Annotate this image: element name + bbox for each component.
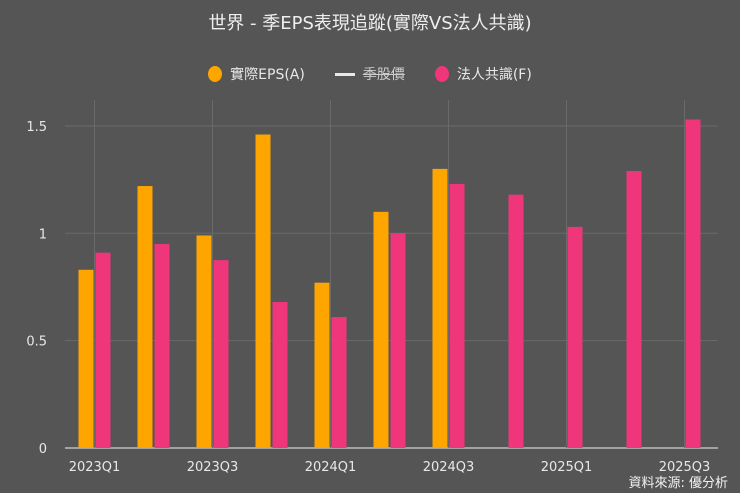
consensus-bar-2025Q2 [626,171,642,449]
consensus-bar-2023Q4 [272,302,288,448]
legend-item-actual-eps[interactable]: 實際EPS(A) [208,64,305,84]
consensus-bar-2024Q4 [508,194,524,448]
actual-eps-bar-2024Q2 [373,211,389,448]
x-tick-label: 2024Q3 [423,460,475,475]
consensus-bar-2024Q2 [390,233,406,448]
actual-eps-bar-2023Q1 [78,269,94,448]
consensus-bar-2025Q1 [567,226,583,448]
x-tick-label: 2025Q3 [659,460,711,475]
consensus-bar-2024Q3 [449,183,465,448]
consensus-bar-2025Q3 [685,119,701,448]
x-tick-label: 2023Q3 [187,460,239,475]
chart-title: 世界 - 季EPS表現追蹤(實際VS法人共識) [208,13,532,34]
y-tick-label: 0 [39,442,47,457]
x-tick-label: 2023Q1 [69,460,121,475]
y-tick-label: 0.5 [26,335,47,350]
legend-label-consensus: 法人共識(F) [456,67,532,83]
x-tick-label: 2024Q1 [305,460,357,475]
y-tick-label: 1 [39,227,47,242]
legend: 實際EPS(A) 季股價 法人共識(F) [0,64,740,84]
consensus-bar-2023Q2 [154,244,170,448]
actual-eps-bar-2024Q3 [432,168,448,448]
legend-marker-consensus [434,66,449,82]
actual-eps-bar-2023Q3 [196,235,212,448]
legend-marker-price [334,72,355,76]
x-tick-label: 2025Q1 [541,460,593,475]
legend-item-stock-price[interactable]: 季股價 [334,64,405,84]
actual-eps-bar-2023Q2 [137,186,153,449]
y-tick-label: 1.5 [26,120,47,135]
legend-item-consensus[interactable]: 法人共識(F) [434,64,532,84]
actual-eps-bar-2024Q1 [314,282,330,448]
legend-marker-actual [208,66,223,82]
consensus-bar-2024Q1 [331,317,347,448]
legend-label-price: 季股價 [362,67,405,83]
actual-eps-bar-2023Q4 [255,134,271,448]
source-note: 資料來源: 優分析 [628,476,728,491]
consensus-bar-2023Q1 [95,252,111,448]
consensus-bar-2023Q3 [213,260,229,448]
legend-label-actual: 實際EPS(A) [230,67,305,83]
